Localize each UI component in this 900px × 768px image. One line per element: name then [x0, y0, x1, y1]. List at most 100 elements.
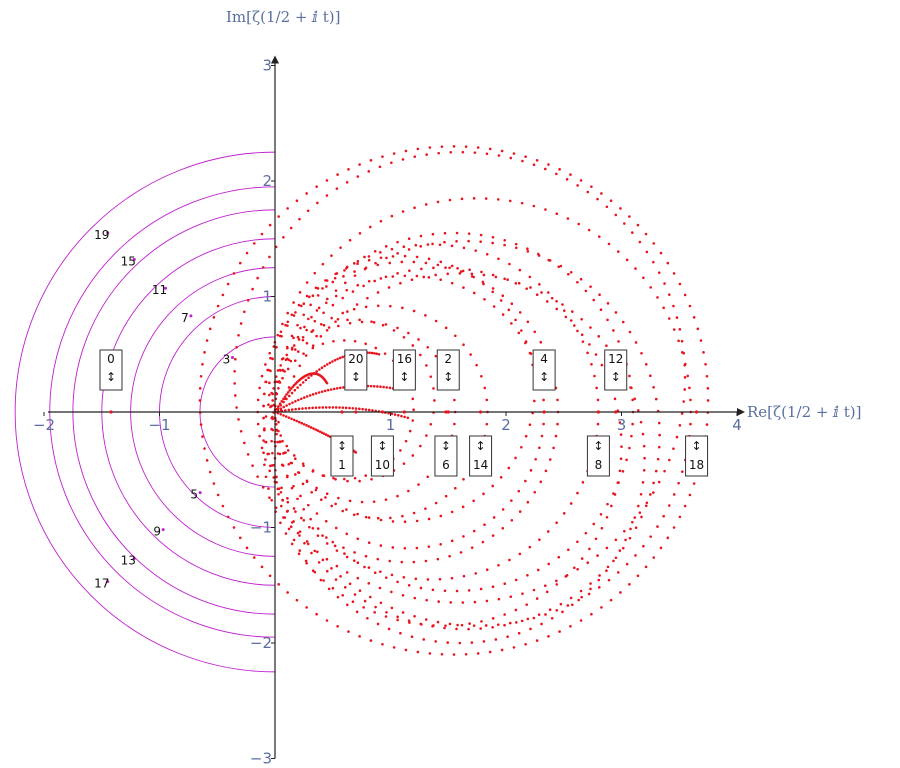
- zeta-point: [323, 389, 327, 393]
- zeta-point: [448, 266, 451, 270]
- zeta-point: [416, 650, 420, 654]
- zeta-point: [307, 425, 311, 428]
- zeta-point: [532, 616, 536, 620]
- zeta-point: [528, 545, 532, 549]
- zeta-point: [510, 322, 513, 325]
- zeta-point: [341, 296, 344, 300]
- zeta-point: [589, 285, 592, 288]
- zeta-point: [532, 163, 536, 166]
- zeta-point: [656, 525, 659, 528]
- zeta-point: [338, 406, 341, 409]
- zeta-point: [278, 452, 282, 456]
- zeta-point: [621, 320, 625, 324]
- zeta-point: [345, 180, 349, 184]
- zeta-point: [652, 386, 655, 389]
- zeta-point: [243, 441, 246, 445]
- zeta-point: [376, 622, 380, 626]
- zeta-point: [507, 308, 511, 312]
- zeta-point: [276, 440, 279, 444]
- zeta-point: [545, 590, 549, 594]
- zeta-point: [290, 486, 294, 490]
- zeta-point: [281, 439, 284, 443]
- zeta-point: [311, 527, 315, 530]
- zeta-point: [370, 477, 373, 481]
- zeta-point: [315, 512, 319, 515]
- callout-anchor-point: [444, 410, 448, 414]
- zeta-point: [302, 313, 306, 317]
- zeta-point: [373, 571, 377, 575]
- zeta-point: [352, 559, 356, 562]
- zeta-point: [543, 167, 547, 171]
- zeta-point: [436, 557, 440, 561]
- zeta-point: [431, 232, 435, 236]
- zeta-point: [346, 318, 349, 322]
- callout-box-2: 2↕: [436, 349, 460, 414]
- zeta-point: [290, 417, 293, 421]
- zeta-point: [325, 285, 328, 288]
- zeta-point: [443, 589, 447, 593]
- zeta-point: [628, 330, 632, 334]
- zeta-point: [639, 492, 643, 496]
- callout-number: 8: [595, 458, 603, 472]
- zeta-point: [491, 484, 495, 488]
- zeta-point: [547, 163, 550, 166]
- zeta-point: [680, 339, 684, 343]
- zeta-point: [427, 545, 431, 548]
- zeta-point: [360, 320, 364, 324]
- zeta-point: [657, 421, 661, 425]
- zeta-point: [456, 266, 459, 270]
- zeta-point: [311, 569, 315, 572]
- zeta-point: [659, 251, 663, 255]
- zeta-point: [343, 269, 346, 272]
- zeta-point: [278, 402, 282, 406]
- zeta-point: [482, 640, 486, 643]
- zeta-point: [390, 606, 394, 610]
- zeta-point: [416, 147, 420, 151]
- zeta-point: [260, 446, 264, 450]
- callout-arrow: ↕: [337, 439, 347, 453]
- zeta-point: [260, 232, 264, 236]
- zeta-point: [411, 419, 415, 422]
- zeta-point: [450, 576, 454, 580]
- zeta-point: [458, 641, 462, 645]
- zeta-point: [343, 552, 346, 555]
- zeta-point: [705, 374, 709, 378]
- zeta-point: [268, 469, 271, 473]
- zeta-point: [317, 561, 321, 564]
- zeta-point: [576, 568, 579, 571]
- zeta-point: [485, 398, 489, 402]
- zeta-point: [594, 537, 598, 541]
- zeta-point: [198, 387, 202, 390]
- zeta-point: [540, 622, 543, 626]
- zeta-point: [352, 262, 356, 265]
- zeta-point: [537, 613, 541, 616]
- zeta-point: [338, 356, 342, 360]
- zeta-point: [201, 362, 204, 366]
- arc-marker-point: [132, 257, 136, 261]
- zeta-point: [261, 266, 265, 269]
- zeta-point: [275, 407, 279, 411]
- zeta-point: [638, 511, 642, 514]
- zeta-point: [589, 582, 592, 585]
- zeta-point: [388, 559, 392, 563]
- zeta-point: [252, 242, 256, 245]
- y-tick-label: 1: [262, 288, 272, 306]
- zeta-point: [364, 474, 368, 477]
- zeta-point: [652, 242, 656, 245]
- zeta-point: [246, 453, 250, 456]
- zeta-point: [384, 275, 388, 279]
- circle-label: 7: [181, 311, 189, 325]
- zeta-point: [198, 399, 202, 402]
- zeta-point: [434, 354, 438, 358]
- callout-box-frame: [586, 435, 610, 477]
- zeta-point: [529, 627, 532, 631]
- zeta-point: [335, 387, 339, 390]
- zeta-point: [358, 163, 361, 166]
- zeta-point: [270, 439, 273, 443]
- zeta-point: [326, 297, 329, 301]
- zeta-point: [641, 432, 645, 436]
- zeta-point: [579, 619, 583, 622]
- zeta-point: [415, 274, 419, 278]
- callout-anchor-point: [354, 410, 358, 414]
- zeta-point: [285, 404, 288, 407]
